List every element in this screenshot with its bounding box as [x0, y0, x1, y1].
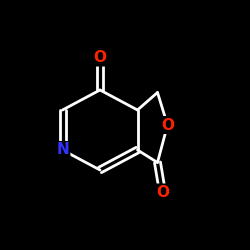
Text: O: O	[94, 50, 106, 65]
Text: O: O	[161, 118, 174, 132]
Text: O: O	[156, 185, 169, 200]
Text: N: N	[56, 142, 69, 158]
